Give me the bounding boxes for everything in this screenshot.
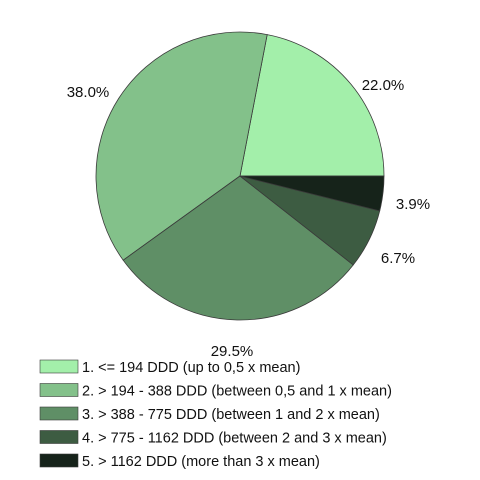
data-label-1: 22.0%: [362, 77, 405, 94]
legend-item-2: 2. > 194 - 388 DDD (between 0,5 and 1 x …: [39, 383, 392, 400]
data-label-2: 38.0%: [67, 84, 110, 101]
legend-item-1: 1. <= 194 DDD (up to 0,5 x mean): [39, 359, 300, 376]
pie-slice-5: [239, 175, 385, 212]
legend-item-5: 5. > 1162 DDD (more than 3 x mean): [39, 453, 320, 470]
legend-label-2: 2. > 194 - 388 DDD (between 0,5 and 1 x …: [82, 384, 392, 400]
legend-swatch-3: [39, 406, 79, 421]
pie-slice-3: [122, 175, 354, 321]
legend-label-5: 5. > 1162 DDD (more than 3 x mean): [82, 454, 320, 470]
legend-label-3: 3. > 388 - 775 DDD (between 1 and 2 x me…: [82, 407, 380, 423]
legend-item-4: 4. > 775 - 1162 DDD (between 2 and 3 x m…: [39, 430, 387, 447]
legend-swatch-1: [39, 359, 79, 374]
data-label-4: 6.7%: [381, 250, 415, 267]
legend-swatch-4: [39, 430, 79, 444]
legend-label-4: 4. > 775 - 1162 DDD (between 2 and 3 x m…: [82, 431, 387, 447]
legend-label-1: 1. <= 194 DDD (up to 0,5 x mean): [82, 360, 300, 376]
pie-slice-1: [239, 34, 385, 177]
pie-data-labels: 22.0% 38.0% 29.5% 6.7% 3.9%: [67, 77, 430, 360]
legend-item-3: 3. > 388 - 775 DDD (between 1 and 2 x me…: [39, 406, 380, 423]
legend-swatch-2: [39, 383, 79, 397]
legend: 1. <= 194 DDD (up to 0,5 x mean) 2. > 194…: [39, 359, 392, 470]
pie-slice-2: [95, 31, 268, 261]
data-label-3: 29.5%: [211, 343, 254, 360]
legend-swatch-5: [39, 453, 79, 468]
data-label-5: 3.9%: [396, 196, 430, 213]
pie-slices: [95, 31, 385, 321]
